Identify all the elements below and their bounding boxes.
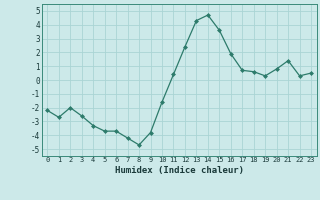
X-axis label: Humidex (Indice chaleur): Humidex (Indice chaleur) bbox=[115, 166, 244, 175]
